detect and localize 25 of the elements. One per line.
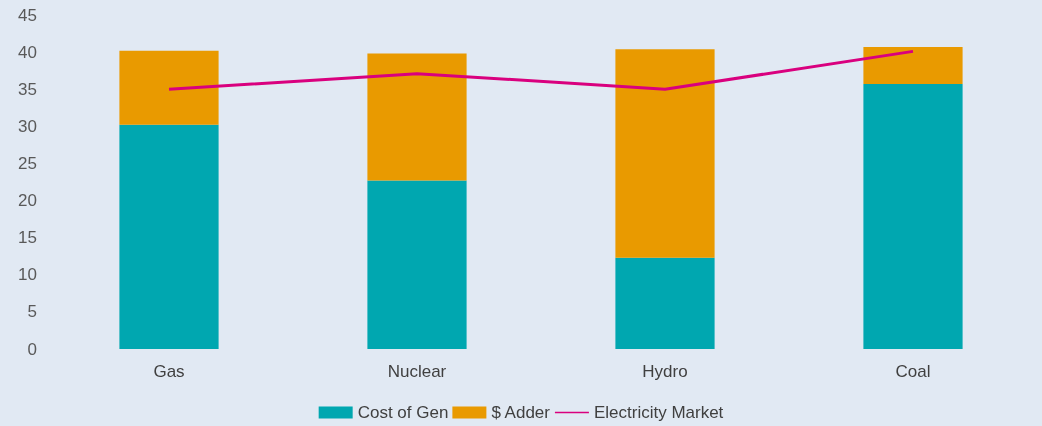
- y-tick-label: 5: [27, 302, 37, 322]
- y-tick-label: 20: [18, 191, 37, 211]
- bar: [367, 53, 467, 181]
- bar: [615, 49, 715, 258]
- bar: [367, 180, 467, 349]
- bar: [119, 124, 219, 349]
- bar: [615, 257, 715, 349]
- y-tick-label: 35: [18, 79, 37, 99]
- y-tick-label: 10: [18, 265, 37, 285]
- bar: [863, 84, 963, 349]
- bar: [119, 50, 219, 125]
- y-tick-label: 15: [18, 228, 37, 248]
- legend-label: Electricity Market: [593, 403, 724, 422]
- legend-label: $ Adder: [491, 403, 551, 422]
- x-tick-label: Gas: [153, 362, 185, 381]
- x-tick-label: Nuclear: [387, 362, 447, 381]
- y-tick-label: 25: [18, 153, 37, 173]
- y-tick-label: 45: [18, 5, 37, 25]
- bar: [863, 46, 963, 85]
- y-tick-label: 30: [18, 116, 37, 136]
- x-tick-label: Coal: [895, 362, 931, 381]
- y-tick-label: 40: [18, 42, 37, 62]
- legend-label: Cost of Gen: [357, 403, 449, 422]
- y-tick-label: 0: [27, 339, 37, 359]
- x-tick-label: Hydro: [642, 362, 688, 381]
